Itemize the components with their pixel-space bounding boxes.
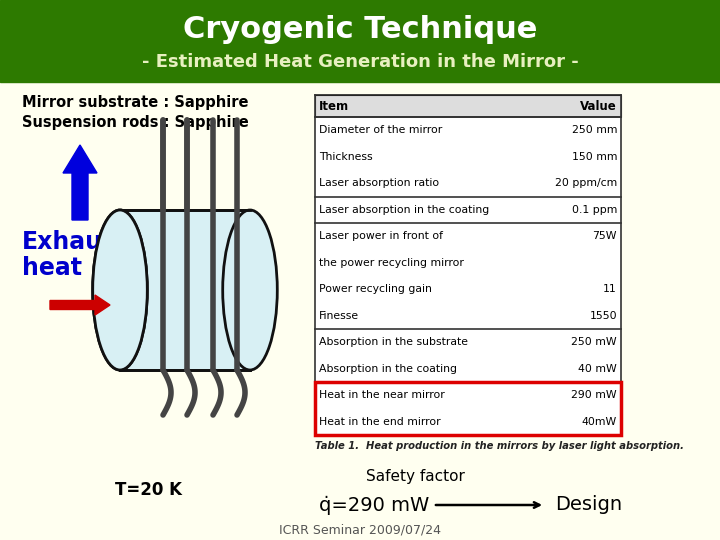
Ellipse shape [222, 210, 277, 370]
Text: Absorption in the substrate: Absorption in the substrate [319, 338, 468, 347]
Bar [315, 144, 621, 170]
Bar [315, 408, 621, 435]
Text: 1550: 1550 [590, 310, 617, 321]
Text: ICRR Seminar 2009/07/24: ICRR Seminar 2009/07/24 [279, 523, 441, 537]
Text: Thickness: Thickness [319, 152, 373, 162]
Text: Laser power in front of: Laser power in front of [319, 231, 443, 241]
Text: Table 1.  Heat production in the mirrors by laser light absorption.: Table 1. Heat production in the mirrors … [315, 441, 684, 451]
Bar [315, 223, 621, 249]
Ellipse shape [93, 210, 148, 370]
Text: 20 ppm/cm: 20 ppm/cm [554, 178, 617, 188]
Text: Finesse: Finesse [319, 310, 359, 321]
Text: Heat in the near mirror: Heat in the near mirror [319, 390, 445, 400]
Bar [315, 197, 621, 223]
Bar [315, 276, 621, 302]
Text: 290 mW: 290 mW [572, 390, 617, 400]
Bar [315, 355, 621, 382]
Bar [315, 95, 621, 117]
Text: 40 mW: 40 mW [578, 364, 617, 374]
FancyArrow shape [50, 295, 110, 315]
Bar [120, 210, 250, 370]
Text: T=20 K: T=20 K [115, 481, 182, 499]
Bar [315, 329, 621, 355]
Text: - Estimated Heat Generation in the Mirror -: - Estimated Heat Generation in the Mirro… [142, 53, 578, 71]
Text: 250 mW: 250 mW [572, 338, 617, 347]
Text: 11: 11 [603, 284, 617, 294]
Bar [315, 170, 621, 197]
Text: Diameter of the mirror: Diameter of the mirror [319, 125, 442, 135]
Ellipse shape [93, 210, 148, 370]
Text: Safety factor: Safety factor [366, 469, 464, 484]
Bar [315, 382, 621, 408]
Bar [315, 382, 621, 435]
Text: 150 mm: 150 mm [572, 152, 617, 162]
Text: Exhaust
heat: Exhaust heat [22, 230, 128, 280]
Text: Cryogenic Technique: Cryogenic Technique [183, 16, 537, 44]
Text: 250 mm: 250 mm [572, 125, 617, 135]
Bar [315, 302, 621, 329]
Text: Item: Item [319, 99, 349, 112]
Bar [315, 117, 621, 144]
Text: q̇=290 mW: q̇=290 mW [319, 495, 429, 515]
Text: the power recycling mirror: the power recycling mirror [319, 258, 464, 268]
FancyArrow shape [63, 145, 97, 220]
Text: Design: Design [555, 496, 622, 515]
Bar [0, 0, 720, 82]
Bar [315, 249, 621, 276]
Text: Laser absorption in the coating: Laser absorption in the coating [319, 205, 490, 215]
Text: 40mW: 40mW [582, 417, 617, 427]
Text: 0.1 ppm: 0.1 ppm [572, 205, 617, 215]
Text: Value: Value [580, 99, 617, 112]
Text: Absorption in the coating: Absorption in the coating [319, 364, 457, 374]
Text: Power recycling gain: Power recycling gain [319, 284, 432, 294]
Text: Heat in the end mirror: Heat in the end mirror [319, 417, 441, 427]
Text: 75W: 75W [593, 231, 617, 241]
Text: Laser absorption ratio: Laser absorption ratio [319, 178, 439, 188]
Text: Mirror substrate : Sapphire
Suspension rods : Sapphire: Mirror substrate : Sapphire Suspension r… [22, 95, 248, 130]
